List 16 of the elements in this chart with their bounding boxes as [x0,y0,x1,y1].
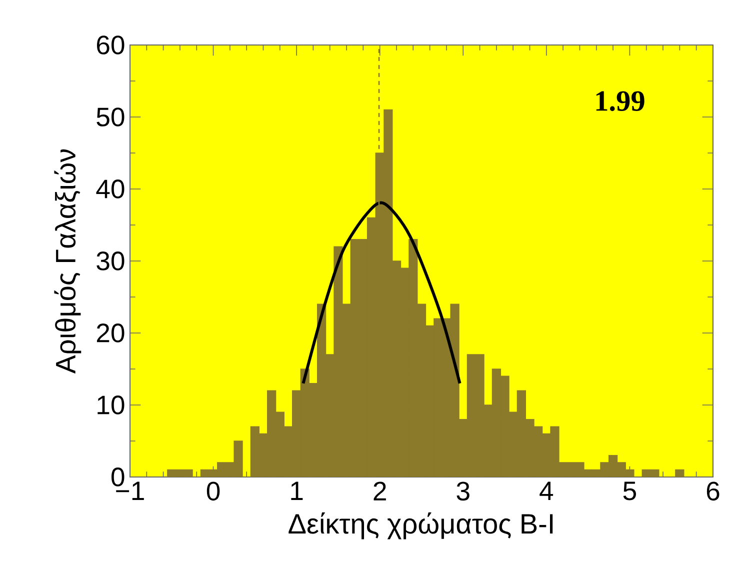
x-tick-label: 0 [206,482,220,501]
y-axis-title: Αριθμός Γαλαξιών [54,149,82,374]
x-tick-label: 4 [540,482,554,500]
y-tick-label: 20 [96,324,124,342]
x-tick-label: 1 [291,482,303,500]
y-tick-label: 50 [96,108,124,126]
x-tick-label: 2 [374,482,386,500]
annotation: 1.99 [596,91,644,112]
y-tick-label: 60 [96,36,124,54]
x-tick-label: 5 [623,482,636,500]
y-tick-label: 30 [96,252,124,270]
x-axis-title: Δείκτης χρώματος B-I [288,512,553,540]
y-tick-label: 10 [98,396,124,414]
x-tick-label: 3 [456,482,470,501]
x-tick-label: 6 [706,482,720,501]
y-tick-label: 40 [96,180,124,198]
